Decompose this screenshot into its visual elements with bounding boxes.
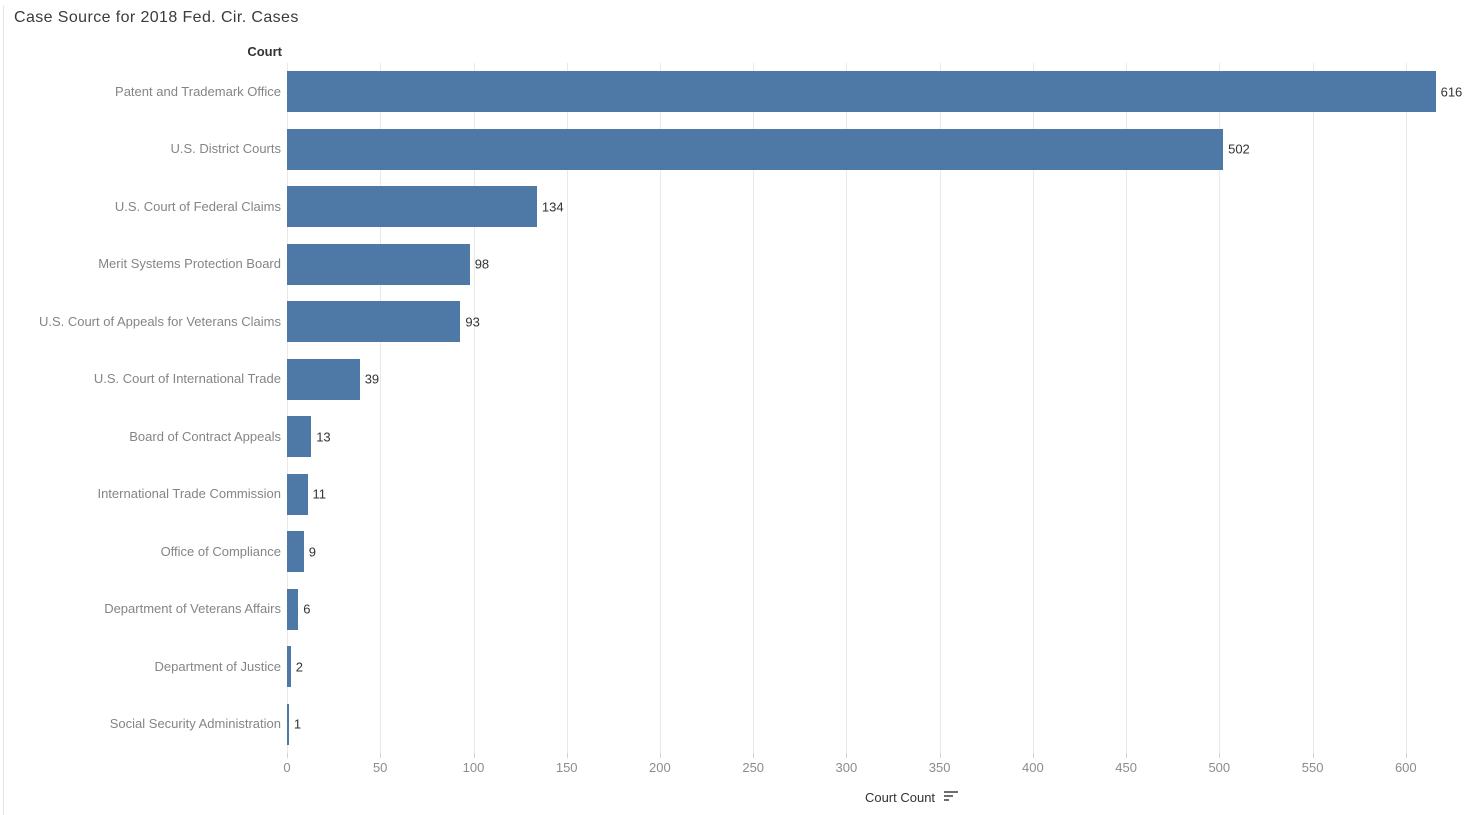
value-label: 502: [1228, 141, 1250, 157]
category-label-text: U.S. Court of Appeals for Veterans Claim…: [38, 313, 281, 329]
x-axis-tick-mark: [846, 753, 848, 758]
pane-left-border: [3, 6, 4, 815]
category-label: Board of Contract Appeals: [0, 427, 281, 447]
x-axis-tick-mark: [473, 753, 475, 758]
category-label: Office of Compliance: [0, 542, 281, 562]
row-field-header: Court: [247, 44, 282, 59]
category-label-text: Merit Systems Protection Board: [98, 256, 281, 272]
category-label: Department of Veterans Affairs: [0, 599, 281, 619]
category-label-text: Department of Justice: [154, 658, 281, 674]
value-label: 98: [474, 256, 490, 272]
bar[interactable]: [287, 243, 470, 285]
category-label: Merit Systems Protection Board: [0, 254, 281, 274]
bar[interactable]: [287, 646, 291, 688]
category-label: U.S. District Courts: [0, 139, 281, 159]
value-label: 2: [295, 659, 303, 675]
x-axis-tick-mark: [380, 753, 382, 758]
value-label: 1: [293, 716, 302, 732]
x-axis-tick-label: 400: [1022, 760, 1044, 775]
category-label: U.S. Court of Appeals for Veterans Claim…: [0, 312, 281, 332]
gridline: [753, 63, 755, 753]
x-axis-tick-label: 100: [462, 760, 485, 775]
x-axis-tick-mark: [939, 753, 941, 758]
x-axis-tick-label: 150: [555, 760, 578, 775]
gridline: [1219, 63, 1221, 753]
x-axis-tick-mark: [1312, 753, 1314, 758]
value-label: 9: [308, 544, 317, 560]
x-axis-tick-mark: [1219, 753, 1221, 758]
bar[interactable]: [287, 531, 304, 573]
category-label: Department of Justice: [0, 657, 281, 677]
value-label: 616: [1440, 84, 1463, 100]
category-label: Social Security Administration: [0, 714, 281, 734]
category-label: U.S. Court of International Trade: [0, 369, 281, 389]
value-label: 6: [303, 601, 311, 617]
value-label: 39: [364, 371, 380, 387]
bar[interactable]: [287, 301, 461, 343]
category-label-text: Patent and Trademark Office: [115, 83, 281, 99]
gridline: [659, 63, 661, 753]
gridline: [287, 63, 288, 753]
gridline: [380, 63, 382, 753]
x-axis-tick-mark: [753, 753, 755, 758]
x-axis-tick-label: 200: [649, 760, 671, 775]
chart-title: Case Source for 2018 Fed. Cir. Cases: [14, 9, 299, 26]
value-label: 134: [541, 199, 564, 215]
bar[interactable]: [287, 186, 537, 228]
gridline: [473, 63, 475, 753]
x-axis-tick-label: 300: [835, 760, 858, 775]
sort-descending-icon[interactable]: [944, 791, 959, 803]
value-label: 93: [465, 314, 480, 330]
gridline: [1405, 63, 1407, 753]
gridline: [1126, 63, 1128, 753]
x-axis-tick-mark: [1032, 753, 1034, 758]
x-axis-tick-mark: [1126, 753, 1128, 758]
gridline: [1032, 63, 1034, 753]
value-label: 13: [316, 429, 331, 445]
x-axis-tick-label: 350: [928, 760, 951, 775]
x-axis-tick-mark: [287, 753, 288, 758]
gridline: [566, 63, 568, 753]
category-label-text: U.S. Court of International Trade: [93, 371, 281, 387]
x-axis-tick-label: 500: [1208, 760, 1231, 775]
x-axis-tick-label: 550: [1301, 760, 1324, 775]
category-label: International Trade Commission: [0, 484, 281, 504]
bar[interactable]: [287, 703, 289, 745]
bar[interactable]: [287, 473, 308, 515]
category-label-text: Board of Contract Appeals: [129, 428, 281, 444]
x-axis-title-group: Court Count: [865, 790, 959, 805]
x-axis-tick-mark: [566, 753, 568, 758]
x-axis-tick-label: 600: [1394, 760, 1417, 775]
bar[interactable]: [287, 358, 360, 400]
value-label: 11: [312, 486, 327, 502]
x-axis-title: Court Count: [864, 790, 936, 805]
x-axis-tick-mark: [1405, 753, 1407, 758]
category-label-text: U.S. Court of Federal Claims: [114, 198, 281, 214]
x-axis-title-row: Court Count: [287, 790, 1479, 805]
x-axis-tick-label: 250: [742, 760, 765, 775]
category-label: U.S. Court of Federal Claims: [0, 197, 281, 217]
bar[interactable]: [287, 71, 1436, 113]
gridline: [1312, 63, 1314, 753]
category-label-text: Social Security Administration: [109, 716, 281, 732]
bar[interactable]: [287, 416, 312, 458]
category-label-text: International Trade Commission: [97, 486, 281, 502]
category-label-text: U.S. District Courts: [170, 141, 281, 157]
gridline: [939, 63, 941, 753]
x-axis-tick-label: 0: [283, 760, 291, 775]
x-axis-tick-label: 450: [1115, 760, 1137, 775]
bar[interactable]: [287, 128, 1224, 170]
x-axis-tick-mark: [659, 753, 661, 758]
category-label-text: Office of Compliance: [160, 543, 281, 559]
category-label-text: Department of Veterans Affairs: [104, 601, 281, 617]
x-axis-tick-label: 50: [372, 760, 388, 775]
bar[interactable]: [287, 588, 299, 630]
category-label: Patent and Trademark Office: [0, 82, 281, 102]
gridline: [846, 63, 848, 753]
